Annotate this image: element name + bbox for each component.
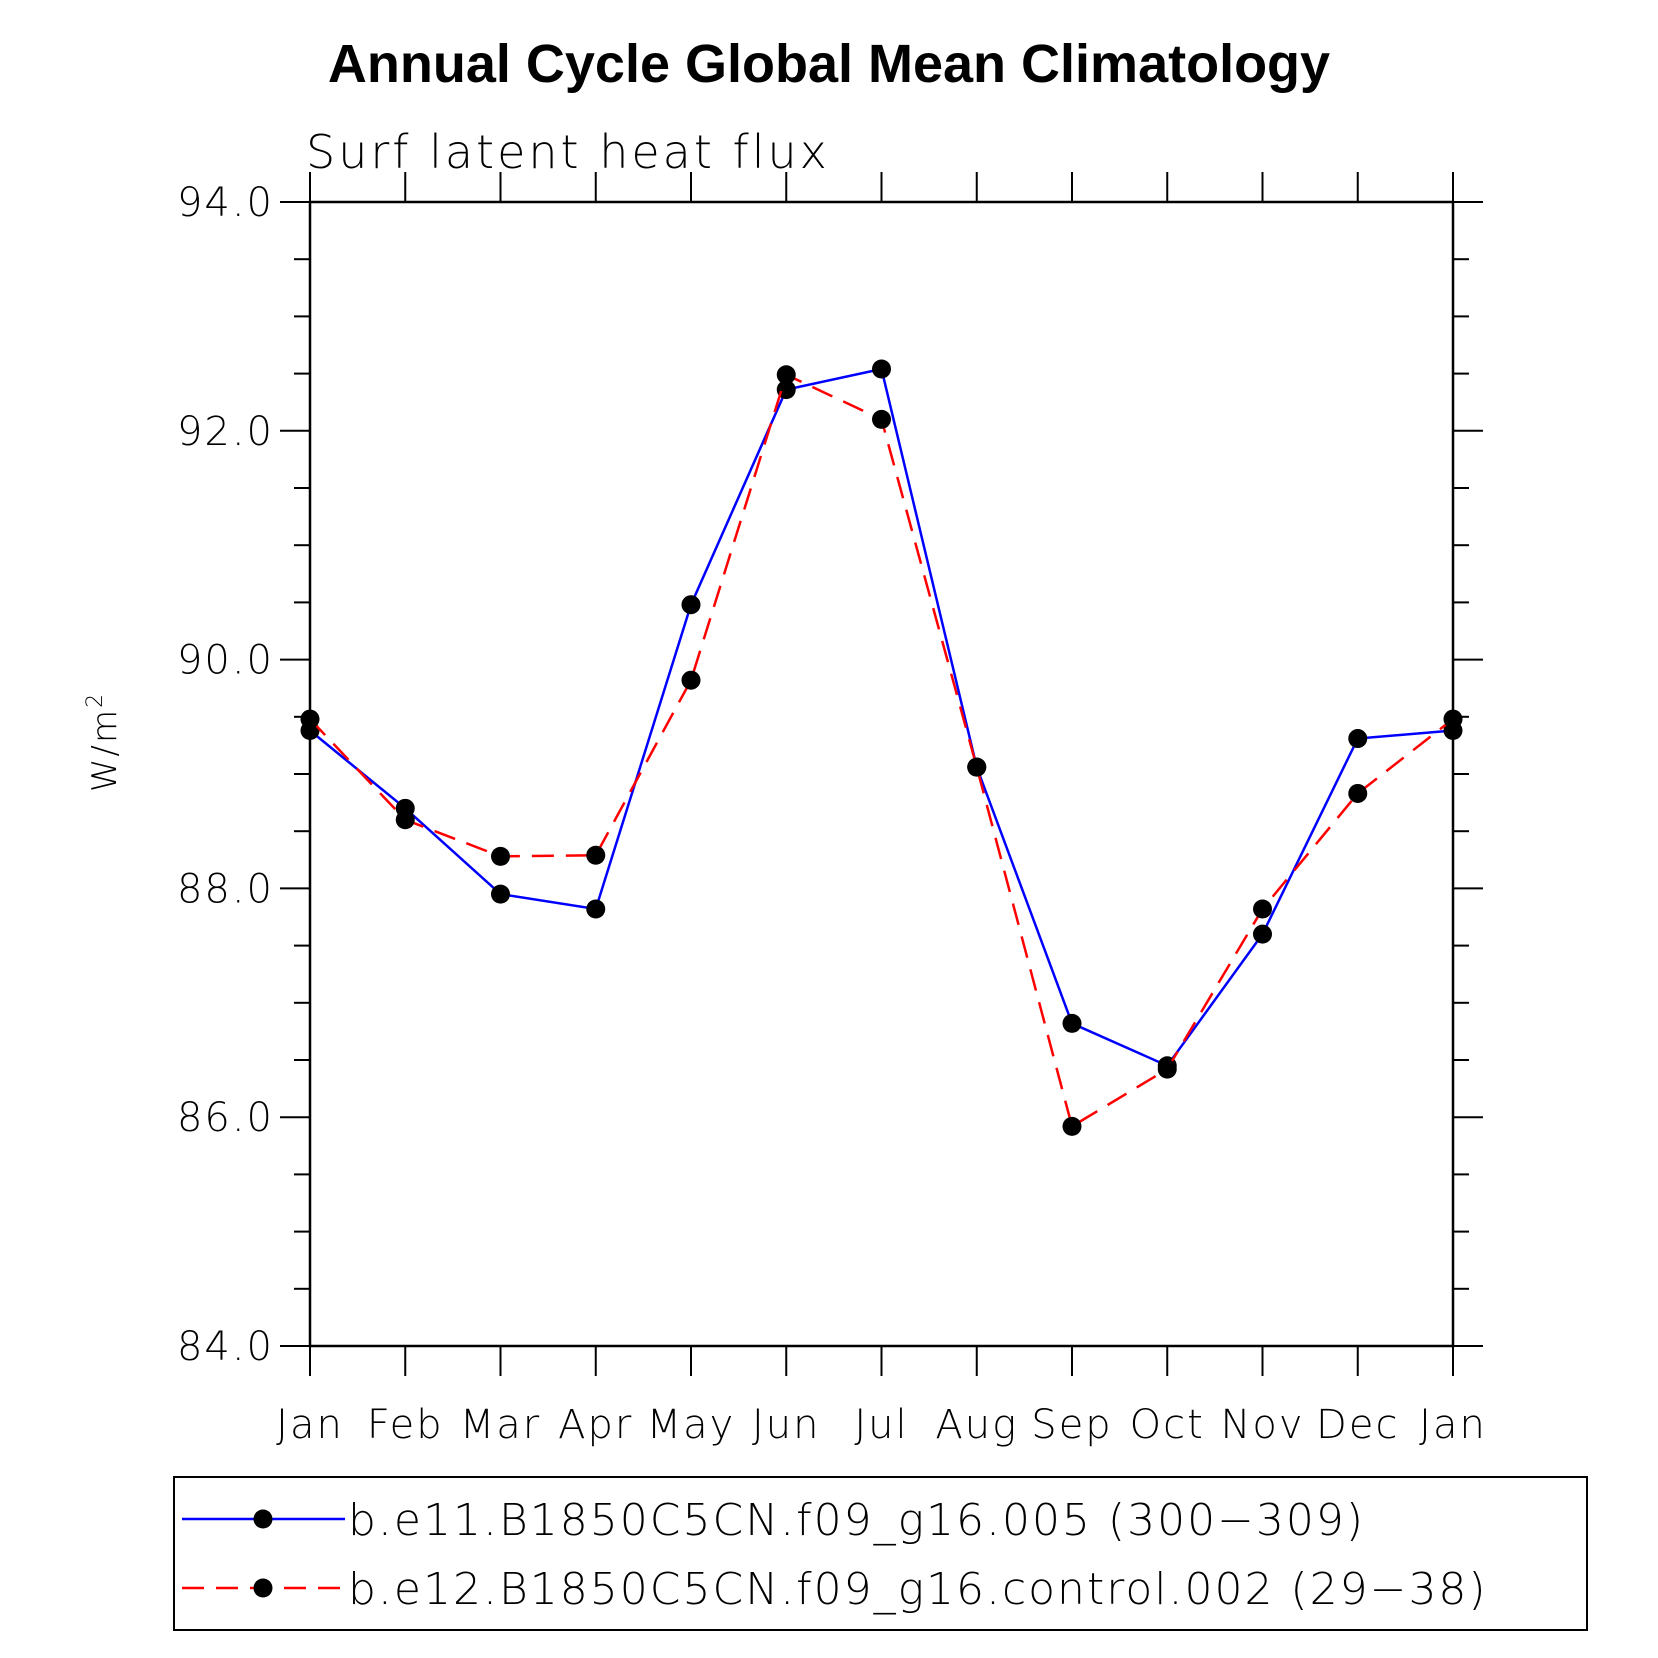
data-point	[300, 709, 320, 729]
chart-subtitle: Surf latent heat flux	[306, 125, 830, 179]
data-point	[395, 810, 415, 830]
data-point	[1253, 924, 1272, 944]
legend-marker	[253, 1509, 273, 1529]
svg-text:W/m2: W/m2	[83, 692, 125, 792]
data-point	[681, 670, 701, 690]
y-axis-label: W/m2	[83, 692, 125, 792]
legend-label: b.e11.B1850C5CN.f09_g16.005 (300−309)	[348, 1495, 1365, 1546]
x-tick-label: Sep	[1031, 1402, 1112, 1448]
y-axis-label-text: W/m	[85, 708, 125, 792]
data-point	[872, 409, 891, 429]
series-line	[309, 367, 1454, 1068]
legend-box	[173, 1476, 1588, 1631]
data-point	[491, 846, 510, 866]
series-layer	[300, 359, 1463, 1136]
data-point	[776, 380, 796, 400]
data-point	[1348, 729, 1368, 749]
legend-entry-1: b.e11.B1850C5CN.f09_g16.005 (300−309)	[182, 1495, 1365, 1546]
x-tick-label: Dec	[1316, 1402, 1399, 1448]
data-point	[1348, 783, 1368, 803]
data-point	[586, 899, 606, 919]
axes: 84.0 86.0 88.0 90.0 92.0 94.0 Jan Feb Mar Apr May J…	[177, 172, 1487, 1448]
x-tick-label: Aug	[935, 1402, 1018, 1448]
data-point	[586, 845, 606, 865]
legend: b.e11.B1850C5CN.f09_g16.005 (300−309) b.e…	[173, 1476, 1588, 1631]
data-point	[1443, 709, 1463, 729]
legend-label: b.e12.B1850C5CN.f09_g16.control.002 (29−…	[348, 1564, 1488, 1615]
data-point	[1157, 1059, 1177, 1079]
data-point	[681, 595, 701, 615]
data-point	[776, 365, 796, 385]
y-tick-label: 92.0	[177, 409, 274, 455]
series-line	[309, 373, 1454, 1129]
x-tick-label: Apr	[558, 1402, 633, 1448]
data-point	[1062, 1116, 1082, 1136]
y-tick-label: 94.0	[177, 180, 274, 226]
x-tick-label: Nov	[1220, 1402, 1304, 1448]
data-point	[872, 359, 891, 379]
legend-marker	[253, 1578, 273, 1598]
x-tick-label: Feb	[367, 1402, 444, 1448]
x-tick-label: Jan	[1419, 1402, 1487, 1448]
data-point	[1253, 899, 1272, 919]
x-tick-label: May	[647, 1402, 736, 1448]
y-tick-label: 84.0	[177, 1324, 274, 1370]
x-tick-label: Jul	[854, 1402, 908, 1448]
x-tick-label: Jan	[276, 1402, 344, 1448]
y-tick-label: 88.0	[177, 866, 274, 912]
legend-entry-2: b.e12.B1850C5CN.f09_g16.control.002 (29−…	[182, 1564, 1488, 1615]
y-tick-label: 86.0	[177, 1095, 274, 1141]
data-point	[967, 757, 987, 777]
y-axis-label-superscript: 2	[83, 692, 108, 708]
data-point	[491, 884, 510, 904]
x-tick-label: Mar	[460, 1402, 541, 1448]
x-tick-label: Oct	[1130, 1402, 1205, 1448]
x-tick-label: Jun	[752, 1402, 821, 1448]
series-2	[300, 365, 1463, 1136]
y-tick-label: 90.0	[177, 638, 274, 684]
series-1	[300, 359, 1463, 1076]
chart-title: Annual Cycle Global Mean Climatology	[328, 34, 1330, 94]
data-point	[1062, 1013, 1082, 1033]
